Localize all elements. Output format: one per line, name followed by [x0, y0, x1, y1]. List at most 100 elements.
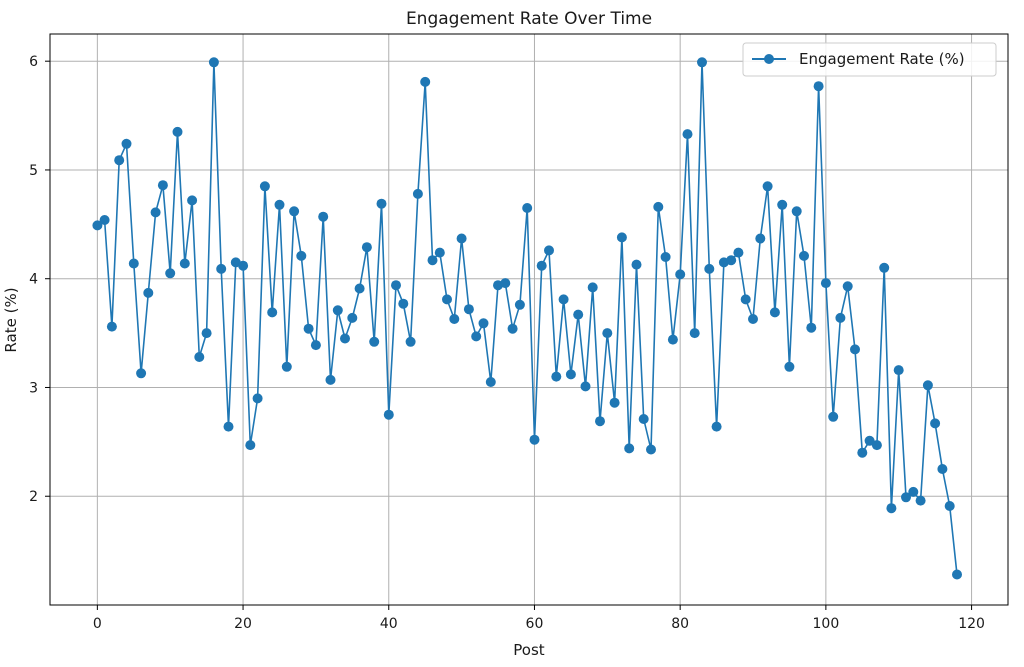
data-point — [857, 447, 868, 458]
data-point — [609, 397, 620, 408]
data-point — [660, 252, 671, 262]
data-point — [281, 361, 292, 372]
data-point — [784, 361, 795, 372]
data-point — [274, 199, 285, 210]
data-point — [289, 206, 300, 217]
data-point — [915, 495, 926, 506]
data-point — [638, 414, 649, 424]
data-point — [616, 232, 627, 243]
data-point — [573, 309, 584, 320]
data-point — [354, 283, 365, 294]
data-point — [165, 268, 176, 279]
data-point — [937, 464, 948, 474]
y-tick-label: 4 — [29, 272, 38, 288]
data-point — [602, 328, 613, 339]
data-point — [806, 322, 817, 333]
data-point — [143, 287, 154, 298]
data-point — [646, 444, 656, 455]
data-point — [121, 138, 132, 149]
data-point — [471, 331, 482, 342]
data-point — [871, 440, 882, 451]
series-line — [96, 61, 958, 575]
data-point — [536, 260, 547, 271]
y-axis-label: Rate (%) — [2, 287, 20, 352]
series-layer — [92, 57, 962, 580]
data-point — [150, 207, 161, 218]
data-point — [791, 206, 802, 217]
data-point — [449, 314, 460, 324]
data-point — [864, 435, 875, 446]
data-point — [340, 333, 350, 344]
plot-area-frame — [49, 33, 1009, 606]
data-point — [157, 180, 168, 191]
data-point — [361, 242, 372, 253]
data-point — [398, 298, 409, 309]
data-point — [267, 307, 278, 318]
data-point — [187, 195, 198, 206]
data-point — [427, 255, 438, 266]
data-point — [136, 368, 147, 379]
legend-box — [742, 42, 997, 77]
data-point — [259, 181, 270, 192]
data-point — [500, 278, 511, 289]
legend-entry-label: Engagement Rate (%) — [799, 50, 965, 68]
data-point — [944, 501, 955, 511]
data-point — [952, 569, 962, 580]
x-tick-label: 60 — [526, 616, 544, 632]
data-point — [777, 199, 788, 210]
data-point — [908, 486, 919, 497]
data-point — [456, 233, 467, 244]
y-tick-label: 2 — [29, 489, 38, 505]
data-point — [704, 263, 715, 274]
data-point — [842, 281, 853, 292]
data-point — [893, 365, 904, 376]
data-point — [886, 503, 897, 514]
data-point — [799, 250, 809, 261]
data-point — [675, 269, 686, 280]
data-point — [376, 198, 387, 209]
data-point — [551, 371, 562, 382]
data-point — [434, 247, 445, 258]
data-point — [128, 258, 139, 269]
data-point — [106, 321, 117, 332]
x-tick-label: 80 — [671, 616, 689, 632]
data-point — [245, 440, 256, 451]
data-point — [769, 307, 780, 318]
data-point — [828, 411, 839, 422]
tick-layer: 0 20 40 60 80 100 120 2 3 4 5 6 — [29, 54, 985, 632]
data-point — [522, 203, 533, 213]
data-point — [740, 294, 751, 305]
data-point — [922, 380, 933, 391]
data-point — [879, 262, 890, 273]
data-point — [391, 280, 401, 291]
data-point — [711, 421, 722, 432]
data-point — [223, 421, 234, 432]
y-tick-label: 5 — [29, 163, 38, 179]
data-point — [99, 215, 110, 225]
grid-layer — [50, 34, 1008, 605]
data-point — [201, 328, 212, 339]
data-point — [383, 409, 394, 420]
data-point — [463, 304, 474, 315]
data-point — [252, 393, 263, 404]
y-tick-label: 6 — [29, 54, 38, 70]
data-point — [595, 416, 605, 427]
data-point — [208, 57, 219, 68]
data-point — [172, 126, 183, 137]
data-point — [420, 76, 431, 87]
data-point — [565, 369, 576, 380]
data-point — [442, 294, 452, 305]
data-point — [901, 492, 911, 503]
data-point — [755, 233, 766, 244]
data-point — [92, 220, 103, 231]
data-point — [667, 334, 678, 345]
data-point — [478, 318, 489, 329]
data-point — [748, 314, 758, 324]
y-tick-label: 3 — [29, 380, 38, 396]
x-tick-label: 100 — [813, 616, 840, 632]
data-point — [762, 181, 773, 192]
data-point — [820, 278, 831, 289]
data-point — [544, 245, 554, 256]
data-point — [325, 374, 336, 385]
